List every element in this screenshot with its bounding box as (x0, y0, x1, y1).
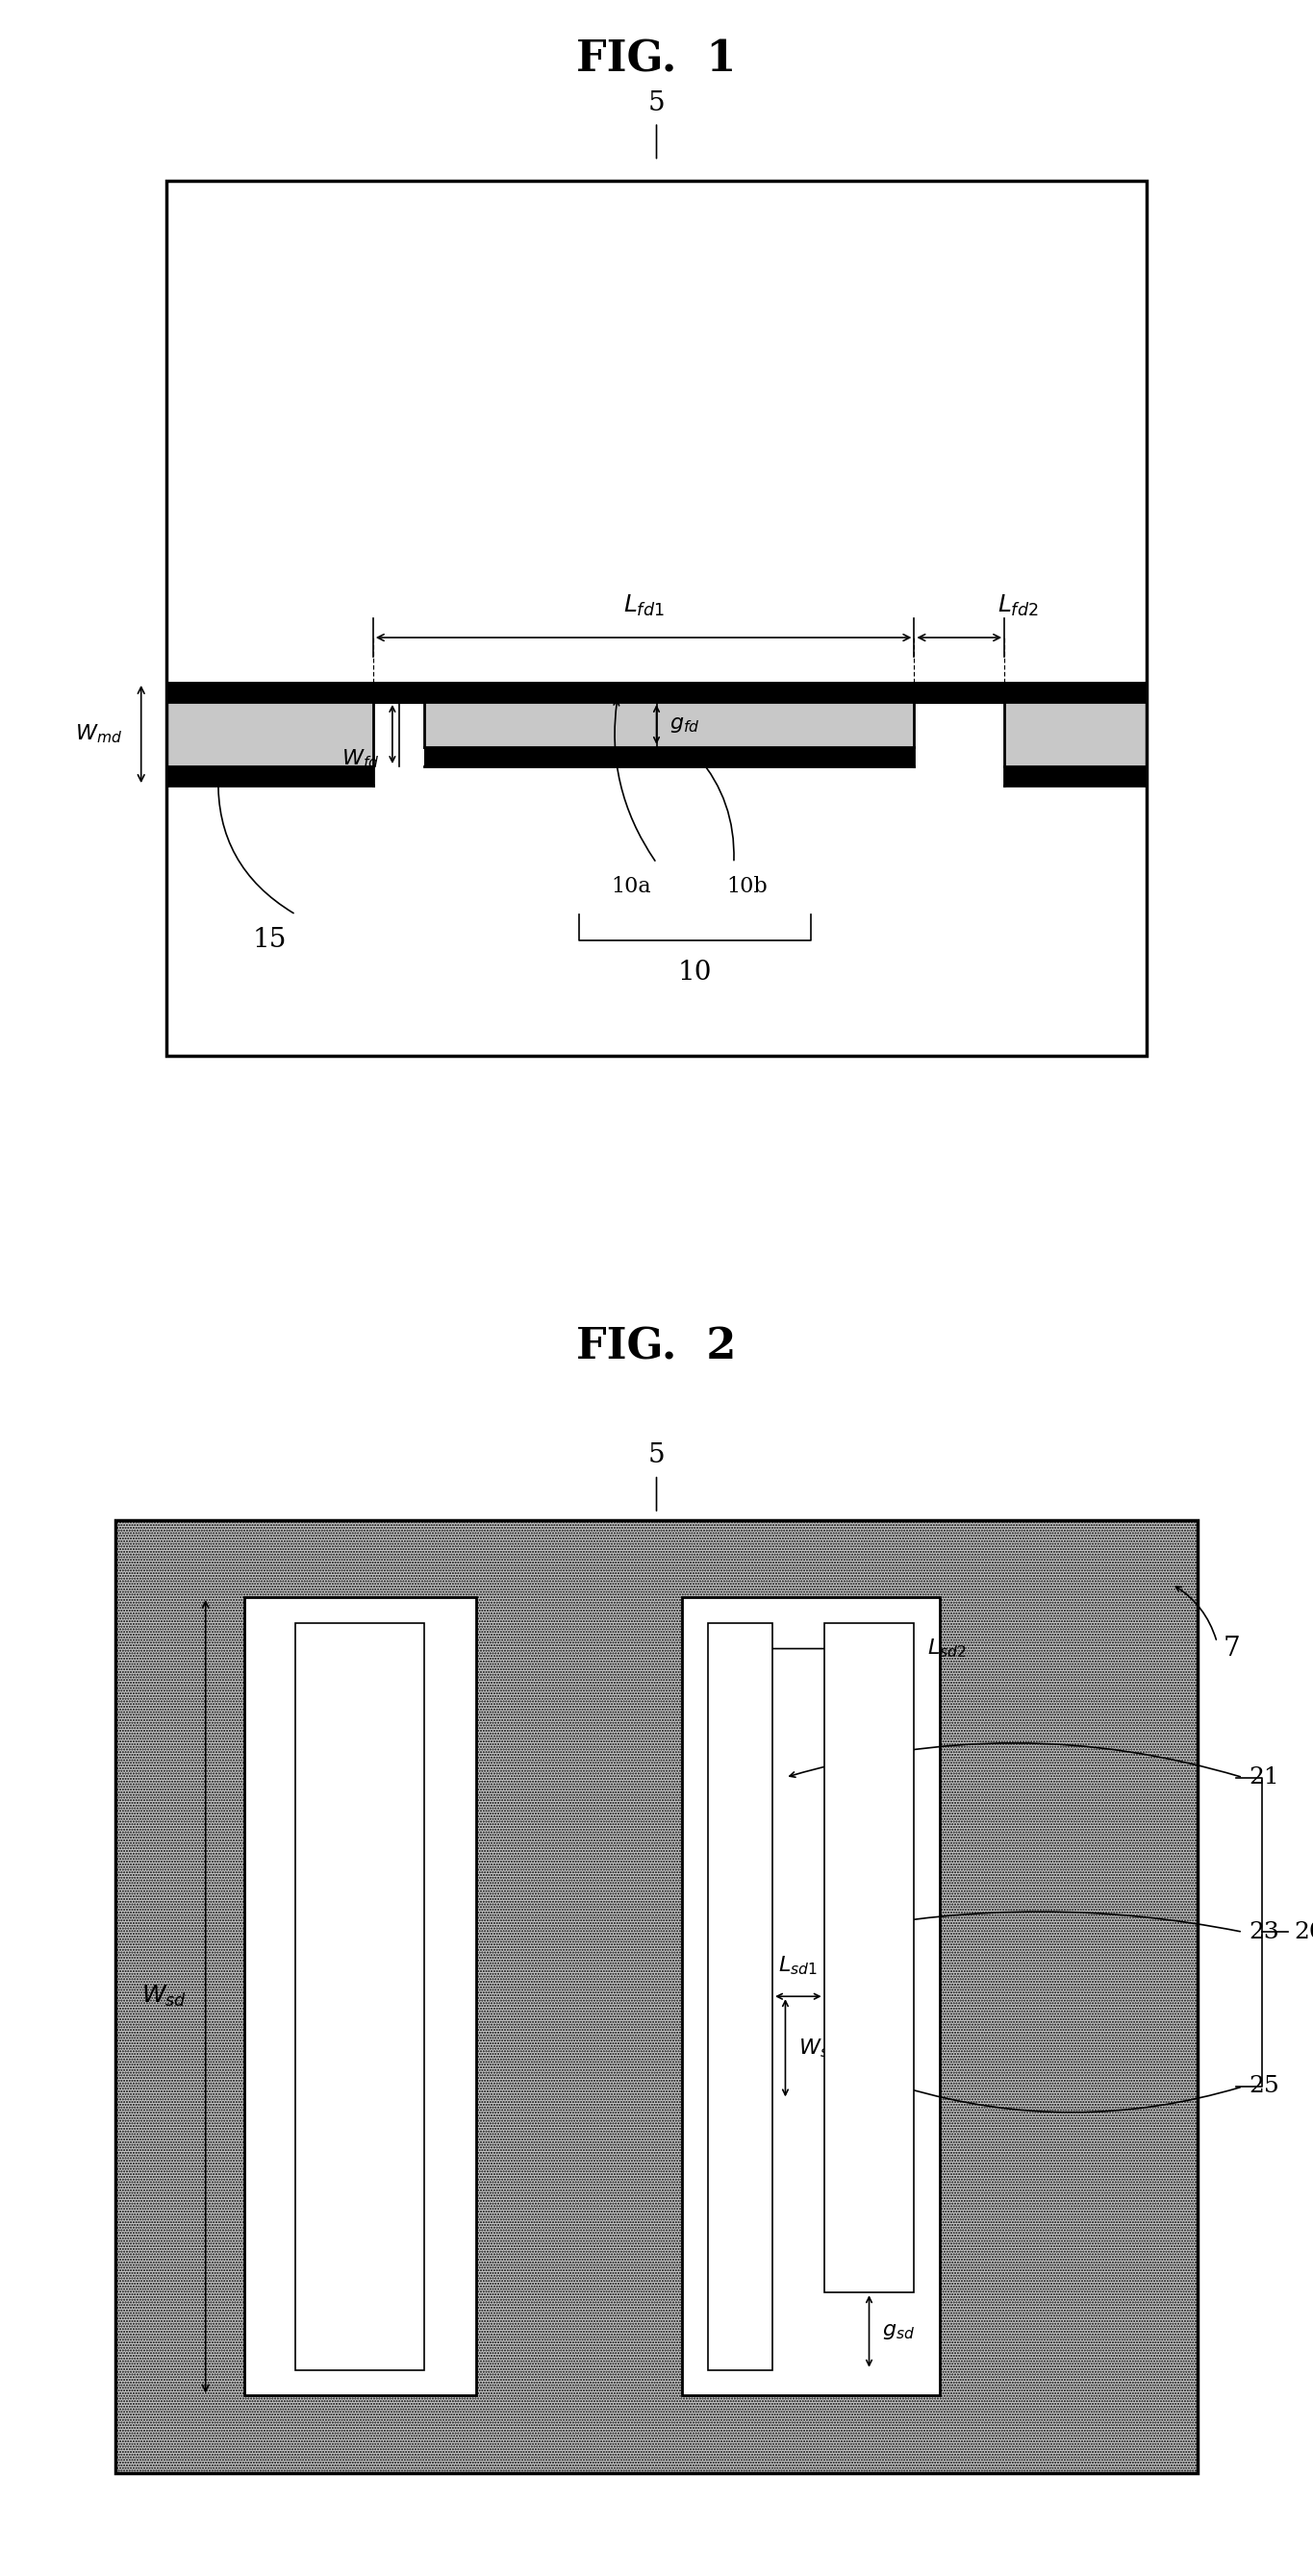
Text: 5: 5 (649, 90, 664, 116)
Text: 23: 23 (1249, 1922, 1280, 1942)
Bar (167, 180, 1146, 1056)
Text: $L_{fd2}$: $L_{fd2}$ (998, 592, 1039, 618)
Text: $L_{sd2}$: $L_{sd2}$ (927, 1638, 966, 1659)
Text: 20: 20 (1295, 1922, 1313, 1942)
Bar (1004, 683, 1146, 786)
Bar (167, 683, 1146, 703)
Text: FIG.  1: FIG. 1 (576, 39, 737, 80)
Text: 5: 5 (649, 1443, 664, 1468)
Text: FIG.  2: FIG. 2 (576, 1327, 737, 1368)
Bar (116, 1520, 1197, 2473)
Bar (295, 1623, 424, 2370)
Bar (424, 747, 914, 768)
Text: $g_{sd}$: $g_{sd}$ (882, 2321, 915, 2342)
Bar (167, 768, 373, 786)
Text: $g_{fd}$: $g_{fd}$ (670, 714, 700, 734)
Text: 10b: 10b (726, 876, 767, 896)
Bar (683, 1597, 940, 2396)
Bar (708, 1623, 772, 2370)
Text: $W_{md}$: $W_{md}$ (75, 724, 122, 744)
Text: $L_{fd1}$: $L_{fd1}$ (624, 592, 664, 618)
Text: $W_{fd}$: $W_{fd}$ (341, 747, 379, 770)
Text: $L_{sd1}$: $L_{sd1}$ (779, 1955, 818, 1978)
Text: 21: 21 (1249, 1767, 1280, 1788)
Bar (167, 180, 1146, 1056)
Text: 25: 25 (1249, 2076, 1280, 2097)
Text: 15: 15 (253, 927, 288, 953)
Bar (244, 1597, 477, 2396)
Bar (424, 703, 914, 768)
Text: $W_{sd}$: $W_{sd}$ (140, 1984, 186, 2009)
Bar (1004, 768, 1146, 786)
Text: 7: 7 (1224, 1636, 1241, 1662)
Text: $W_{sd2}$: $W_{sd2}$ (798, 2038, 847, 2058)
Bar (825, 1623, 914, 2293)
Text: 10a: 10a (611, 876, 651, 896)
Bar (167, 683, 373, 786)
Text: 10: 10 (678, 961, 712, 987)
